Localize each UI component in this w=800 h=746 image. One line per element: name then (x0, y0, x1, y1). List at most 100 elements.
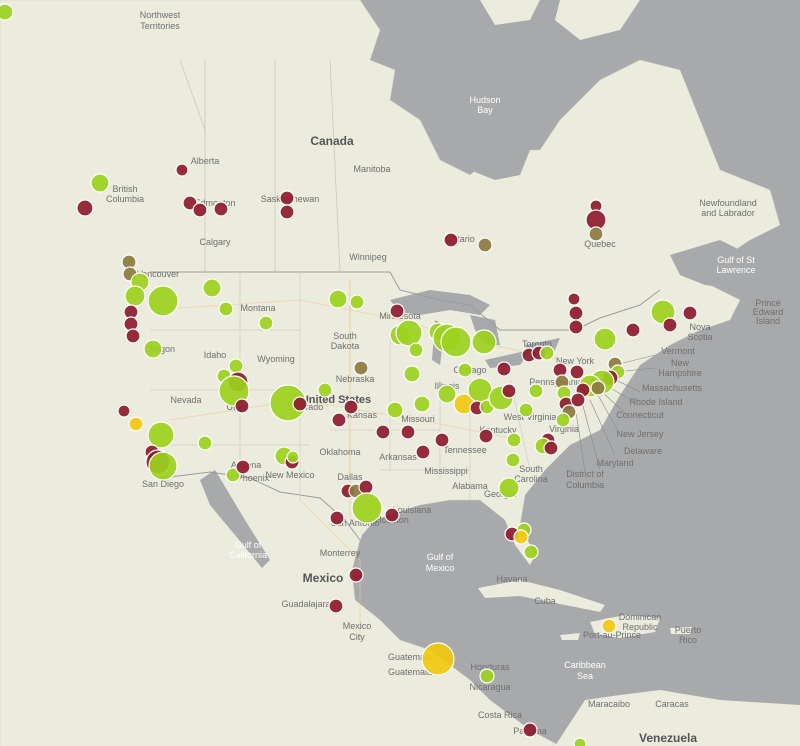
map-marker[interactable] (0, 3, 14, 21)
label-havana: Havana (496, 574, 527, 584)
map-marker[interactable] (358, 479, 374, 495)
label-calgary: Calgary (199, 237, 231, 247)
map-marker[interactable] (175, 163, 189, 177)
map-marker[interactable] (279, 190, 295, 206)
map-marker[interactable] (202, 278, 222, 298)
map-marker[interactable] (457, 362, 473, 378)
map-marker[interactable] (351, 492, 383, 524)
map-marker[interactable] (662, 317, 678, 333)
map-marker[interactable] (437, 384, 457, 404)
map-marker[interactable] (197, 435, 213, 451)
map-marker[interactable] (125, 328, 141, 344)
map-marker[interactable] (400, 424, 416, 440)
map-marker[interactable] (328, 289, 348, 309)
map-marker[interactable] (440, 326, 472, 358)
map-marker[interactable] (90, 173, 110, 193)
map-marker[interactable] (501, 383, 517, 399)
map-marker[interactable] (258, 315, 274, 331)
map-marker[interactable] (384, 507, 400, 523)
map-marker[interactable] (477, 237, 493, 253)
map-marker[interactable] (143, 339, 163, 359)
map-marker[interactable] (228, 358, 244, 374)
map-marker[interactable] (331, 412, 347, 428)
map-marker[interactable] (235, 459, 251, 475)
map-marker[interactable] (568, 319, 584, 335)
label-hudson: Bay (477, 105, 493, 115)
map-marker[interactable] (505, 452, 521, 468)
map-marker[interactable] (518, 402, 534, 418)
map-marker[interactable] (588, 226, 604, 242)
map-marker[interactable] (389, 303, 405, 319)
map-marker[interactable] (478, 428, 494, 444)
map-marker[interactable] (528, 383, 544, 399)
map-marker[interactable] (218, 301, 234, 317)
map-marker[interactable] (375, 424, 391, 440)
map-marker[interactable] (328, 598, 344, 614)
map-marker[interactable] (147, 285, 179, 317)
map-marker[interactable] (569, 364, 585, 380)
label-rhode-island: Rhode Island (629, 397, 682, 407)
map-marker[interactable] (467, 377, 493, 403)
map-marker[interactable] (570, 392, 586, 408)
map-marker[interactable] (568, 305, 584, 321)
map-marker[interactable] (522, 722, 538, 738)
label-toronto: Toronto (522, 339, 552, 349)
map-marker[interactable] (593, 327, 617, 351)
map-marker[interactable] (234, 398, 250, 414)
map-marker[interactable] (128, 416, 144, 432)
label-gulf-california: California (229, 550, 267, 560)
label-puerto-rico: Puerto (675, 625, 702, 635)
map-marker[interactable] (395, 319, 423, 347)
map-marker[interactable] (225, 467, 241, 483)
map-marker[interactable] (421, 642, 455, 676)
label-new-hampshire: Hampshire (658, 368, 702, 378)
map-marker[interactable] (292, 396, 308, 412)
gulf-of-mexico (355, 505, 520, 625)
map-marker[interactable] (279, 204, 295, 220)
label-gulf-california: Gulf of (235, 540, 262, 550)
map-marker[interactable] (523, 544, 539, 560)
map-marker[interactable] (543, 440, 559, 456)
map-marker[interactable] (498, 477, 520, 499)
map-marker[interactable] (415, 444, 431, 460)
map-marker[interactable] (286, 450, 300, 464)
map-marker[interactable] (513, 529, 529, 545)
map-marker[interactable] (348, 567, 364, 583)
label-kansas: Kansas (347, 410, 378, 420)
map-marker[interactable] (471, 329, 497, 355)
map-marker[interactable] (555, 412, 571, 428)
map-marker[interactable] (148, 451, 178, 481)
label-guadalajara: Guadalajara (281, 599, 330, 609)
map-marker[interactable] (343, 399, 359, 415)
map-marker[interactable] (117, 404, 131, 418)
map-marker[interactable] (349, 294, 365, 310)
map-marker[interactable] (403, 365, 421, 383)
map-marker[interactable] (408, 342, 424, 358)
map-marker[interactable] (147, 421, 175, 449)
map-marker[interactable] (682, 305, 698, 321)
map-marker[interactable] (434, 432, 450, 448)
map-marker[interactable] (496, 361, 512, 377)
map-marker[interactable] (590, 380, 606, 396)
map-marker[interactable] (413, 395, 431, 413)
map-marker[interactable] (601, 618, 617, 634)
map-marker[interactable] (567, 292, 581, 306)
map-marker[interactable] (625, 322, 641, 338)
map-marker[interactable] (192, 202, 208, 218)
map-marker[interactable] (386, 401, 404, 419)
map-marker[interactable] (76, 199, 94, 217)
map-marker[interactable] (479, 668, 495, 684)
label-west-virginia: West Virginia (504, 412, 557, 422)
map-marker[interactable] (329, 510, 345, 526)
province-border (179, 59, 341, 273)
map-marker[interactable] (506, 432, 522, 448)
map-marker[interactable] (317, 382, 333, 398)
map-marker[interactable] (353, 360, 369, 376)
label-honduras: Honduras (470, 662, 510, 672)
map-marker[interactable] (213, 201, 229, 217)
map-marker[interactable] (443, 232, 459, 248)
map-marker[interactable] (573, 737, 587, 746)
map-marker[interactable] (124, 285, 146, 307)
map-marker[interactable] (539, 345, 555, 361)
